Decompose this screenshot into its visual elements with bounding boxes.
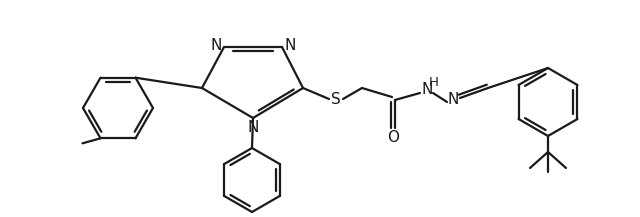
Text: S: S xyxy=(331,92,341,107)
Text: N: N xyxy=(284,38,296,54)
Text: H: H xyxy=(429,77,439,89)
Text: N: N xyxy=(247,120,259,135)
Text: O: O xyxy=(387,130,399,145)
Text: N: N xyxy=(447,92,459,107)
Text: N: N xyxy=(421,82,433,97)
Text: N: N xyxy=(211,38,221,54)
